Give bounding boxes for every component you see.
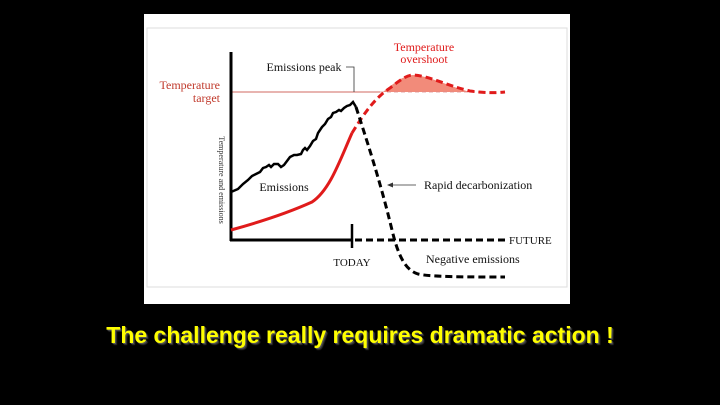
emissions-peak-label: Emissions peak [267, 60, 342, 74]
rapid-decarbonization-curve [354, 106, 506, 279]
emissions-label: Emissions [259, 180, 309, 194]
temperature-curve [230, 132, 354, 232]
temperature-overshoot-label-2: overshoot [400, 52, 448, 66]
slide-caption: The challenge really requires dramatic a… [106, 322, 614, 348]
overshoot-area [383, 75, 470, 92]
emissions-curve [230, 99, 358, 194]
negative-emissions-label: Negative emissions [426, 252, 520, 266]
diagram-border [146, 27, 568, 288]
temperature-target-label-1: Temperature [160, 78, 220, 92]
temperature-target-label-2: target [193, 91, 221, 105]
emissions-peak-leader [346, 66, 355, 92]
diagram-panel [144, 14, 570, 304]
rapid-decarbonization-label: Rapid decarbonization [424, 178, 532, 192]
future-label: FUTURE [509, 235, 552, 247]
temperature-projection-curve [350, 73, 506, 134]
y-axis-label: Temperature and emissions [217, 136, 226, 223]
arrowhead-icon [387, 182, 393, 188]
today-label: TODAY [333, 257, 370, 269]
temperature-overshoot-label-1: Temperature [394, 40, 454, 54]
